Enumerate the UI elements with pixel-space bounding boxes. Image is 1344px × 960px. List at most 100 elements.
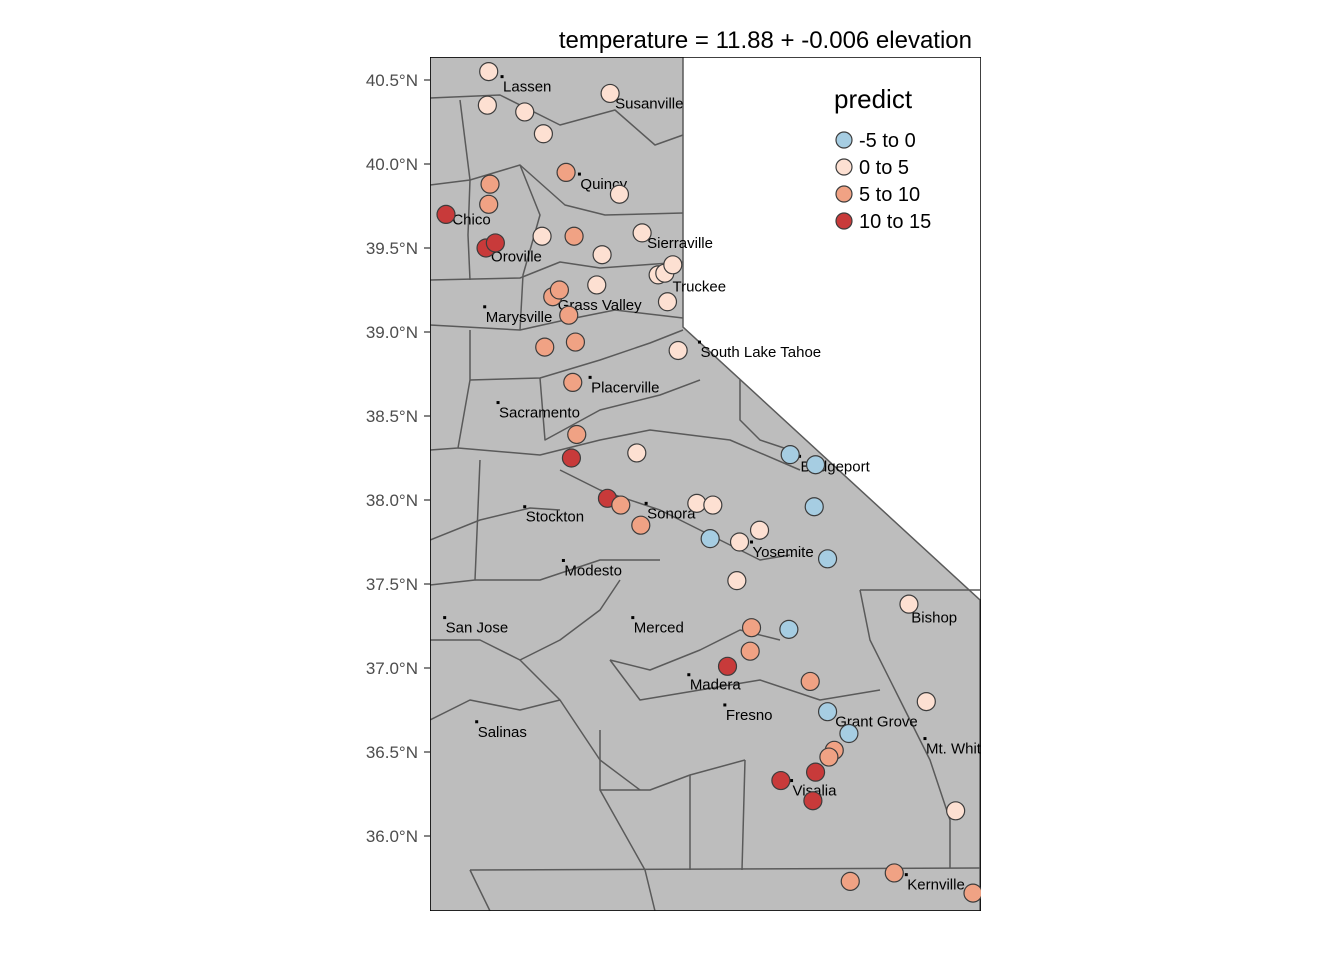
county-boundary: [519, 164, 541, 331]
station-point: [946, 801, 966, 821]
county-boundaries: [430, 94, 981, 911]
station-point: [817, 702, 838, 722]
city-marker: [923, 737, 927, 741]
city: Fresno: [723, 703, 773, 724]
station-point: [479, 61, 499, 82]
station-point: [668, 340, 688, 361]
city: Modesto: [561, 558, 622, 579]
county-boundary: [609, 659, 881, 701]
county-boundary: [739, 380, 791, 451]
legend-swatch: [835, 158, 853, 176]
station-point: [800, 671, 820, 692]
city-layer: LassenSusanvilleQuincyChicoOrovilleSierr…: [443, 75, 1006, 894]
city-label: Truckee: [672, 279, 726, 296]
y-axis-tick-label: 38.0°N: [366, 491, 418, 510]
city-marker: [443, 616, 447, 620]
city-marker: [588, 375, 592, 379]
station-point: [700, 529, 720, 549]
city-label: Mt. Whitney: [926, 741, 1006, 758]
city: Sacramento: [496, 401, 580, 422]
county-boundary: [600, 759, 746, 791]
city-label: Stockton: [526, 509, 584, 526]
y-axis-tick-label: 40.0°N: [366, 155, 418, 174]
county-boundary: [559, 469, 791, 561]
city-label: Merced: [634, 620, 684, 637]
station-point: [485, 233, 505, 253]
county-boundary: [475, 559, 660, 581]
legend-item: 5 to 10: [835, 184, 920, 206]
station-point: [563, 372, 583, 392]
city-label: Bishop: [911, 610, 957, 627]
city-label: Modesto: [564, 562, 622, 579]
station-point: [687, 493, 707, 513]
city: Susanville: [612, 91, 683, 112]
city-label: Chico: [452, 211, 490, 228]
station-point: [740, 641, 760, 661]
station-point: [729, 532, 750, 552]
city-label: Sierraville: [647, 235, 713, 252]
y-axis-tick-label: 36.5°N: [366, 743, 418, 762]
station-point: [805, 455, 826, 475]
city: Yosemite: [750, 540, 814, 561]
station-point: [717, 656, 738, 676]
station-point: [479, 194, 499, 214]
city-label: Visalia: [793, 783, 838, 800]
station-point: [839, 723, 859, 744]
city: Merced: [631, 616, 684, 637]
city: Lassen: [500, 75, 551, 96]
y-axis-tick-label: 36.0°N: [366, 827, 418, 846]
y-axis-tick-label: 40.5°N: [366, 71, 418, 90]
y-axis: 40.5°N 40.0°N 39.5°N 39.0°N 38.5°N 38.0°N 37.5…: [366, 71, 430, 846]
county-boundary: [859, 589, 951, 868]
city-label: South Lake Tahoe: [700, 344, 821, 361]
county-boundary: [469, 329, 684, 381]
legend-item: -5 to 0: [835, 130, 916, 152]
city-marker: [577, 172, 581, 176]
station-point: [556, 162, 576, 182]
legend-swatch: [835, 131, 853, 149]
city-label: Grass Valley: [558, 297, 642, 314]
city-marker: [631, 616, 635, 620]
city: Sierraville: [644, 231, 713, 252]
city-marker: [697, 340, 701, 344]
city-marker: [500, 75, 504, 79]
y-axis-tick-label: 37.0°N: [366, 659, 418, 678]
county-boundary: [430, 94, 684, 146]
legend-swatch: [835, 185, 853, 203]
city-label: Placerville: [591, 379, 659, 396]
land-area: [430, 57, 981, 911]
legend-label: -5 to 0: [859, 130, 916, 152]
city-label: Kernville: [907, 877, 965, 894]
city-label: Salinas: [478, 724, 527, 741]
city: Kernville: [904, 873, 965, 894]
county-boundary: [459, 99, 471, 281]
city: Mt. Whitney: [923, 737, 1006, 758]
city: Salinas: [475, 720, 527, 741]
city-marker: [561, 558, 565, 562]
city-label: Susanville: [615, 95, 683, 112]
station-point: [564, 226, 584, 246]
legend-title: predict: [834, 84, 913, 114]
city-marker: [496, 401, 500, 405]
legend-label: 5 to 10: [859, 184, 920, 206]
county-boundary: [457, 429, 801, 471]
county-boundary: [599, 730, 656, 911]
station-point: [515, 102, 535, 122]
station-point: [567, 424, 587, 445]
station-layer: [436, 61, 981, 903]
station-point: [657, 292, 678, 312]
city: Visalia: [790, 779, 837, 800]
station-point: [549, 280, 570, 300]
city: Truckee: [669, 275, 726, 296]
city-label: Lassen: [503, 79, 551, 96]
station-point: [663, 255, 683, 275]
city-marker: [723, 703, 727, 707]
city-label: Sonora: [647, 505, 696, 522]
station-point: [477, 95, 497, 115]
county-boundary: [539, 377, 701, 441]
station-point: [727, 571, 747, 591]
y-axis-tick-label: 39.0°N: [366, 323, 418, 342]
city-marker: [750, 540, 754, 544]
station-point: [804, 497, 824, 517]
